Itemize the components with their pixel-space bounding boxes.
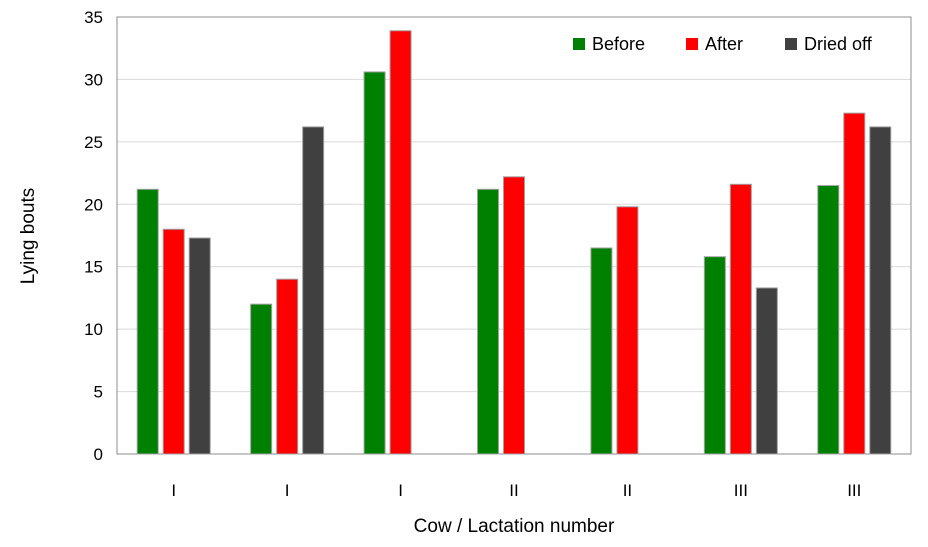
bar	[703, 256, 726, 455]
legend-label: After	[705, 34, 743, 54]
bar	[817, 185, 840, 455]
legend-label: Dried off	[804, 34, 873, 54]
y-tick-label: 5	[94, 383, 103, 402]
bar	[302, 126, 325, 455]
y-tick-label: 10	[84, 320, 103, 339]
x-tick-label: I	[398, 481, 403, 500]
x-tick-label: I	[285, 481, 290, 500]
y-tick-label: 20	[84, 195, 103, 214]
bar	[590, 247, 613, 455]
bar	[389, 30, 412, 455]
bar	[869, 126, 892, 455]
bar	[503, 176, 525, 455]
bar	[843, 112, 866, 455]
bars	[136, 30, 892, 455]
bar	[477, 188, 499, 455]
x-tick-label: III	[734, 481, 748, 500]
bar	[755, 287, 778, 455]
bar	[616, 206, 639, 455]
legend-label: Before	[592, 34, 645, 54]
y-tick-label: 30	[84, 70, 103, 89]
y-tick-label: 35	[84, 8, 103, 27]
x-axis-tick-labels: I I I II II III III	[171, 481, 861, 500]
x-tick-label: II	[509, 481, 518, 500]
y-tick-label: 15	[84, 258, 103, 277]
x-tick-label: I	[171, 481, 176, 500]
bar	[136, 188, 159, 455]
bar	[188, 237, 211, 455]
bar	[363, 71, 386, 455]
y-tick-label: 25	[84, 133, 103, 152]
legend: Before After Dried off	[573, 34, 873, 54]
legend-swatch	[785, 38, 797, 50]
legend-swatch	[686, 38, 698, 50]
x-tick-label: III	[847, 481, 861, 500]
x-tick-label: II	[623, 481, 632, 500]
bar	[250, 303, 273, 455]
x-axis-title: Cow / Lactation number	[414, 516, 615, 537]
y-axis-title: Lying bouts	[18, 188, 39, 284]
y-axis-tick-labels: 0 5 10 15 20 25 30 35	[84, 8, 103, 464]
y-tick-label: 0	[94, 445, 103, 464]
legend-swatch	[573, 38, 585, 50]
bar	[162, 228, 185, 455]
bar	[729, 183, 752, 455]
bar	[276, 278, 299, 455]
